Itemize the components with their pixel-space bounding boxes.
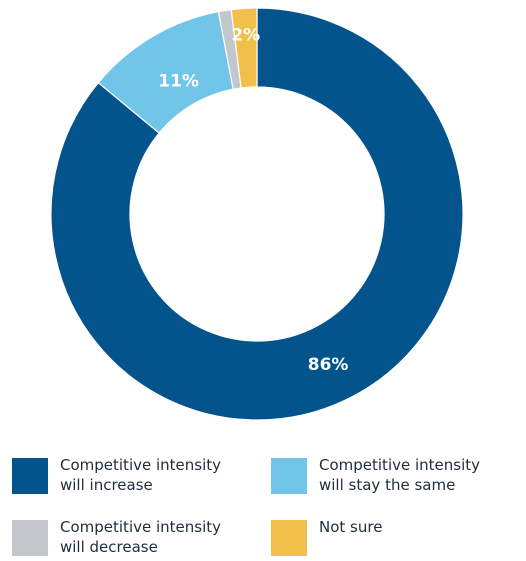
legend-item-stay-same: Competitive intensity will stay the same: [271, 455, 521, 499]
data-label-stay-same: 11%: [158, 71, 199, 91]
legend-swatch-decrease: [12, 520, 48, 556]
slice-not-sure: [230, 7, 258, 89]
legend-item-decrease: Competitive intensity will decrease: [12, 517, 262, 561]
legend-item-increase: Competitive intensity will increase: [12, 455, 262, 499]
legend-label-increase: Competitive intensity will increase: [60, 456, 222, 494]
legend-swatch-not-sure: [271, 520, 307, 556]
data-label-not-sure: 2%: [231, 25, 260, 45]
legend-item-not-sure: Not sure: [271, 517, 521, 561]
legend-label-stay-same: Competitive intensity will stay the same: [319, 456, 481, 494]
legend-label-decrease: Competitive intensity will decrease: [60, 518, 222, 556]
donut-slices: [50, 7, 464, 421]
legend-swatch-stay-same: [271, 458, 307, 494]
legend-swatch-increase: [12, 458, 48, 494]
data-label-increase: 86%: [308, 355, 349, 375]
legend: Competitive intensity will increase Comp…: [12, 455, 522, 560]
donut-chart: 86% 11% 2%: [50, 7, 464, 421]
legend-label-not-sure: Not sure: [319, 518, 383, 536]
slice-increase: [50, 7, 464, 421]
donut-data-labels: 86% 11% 2%: [158, 25, 348, 375]
